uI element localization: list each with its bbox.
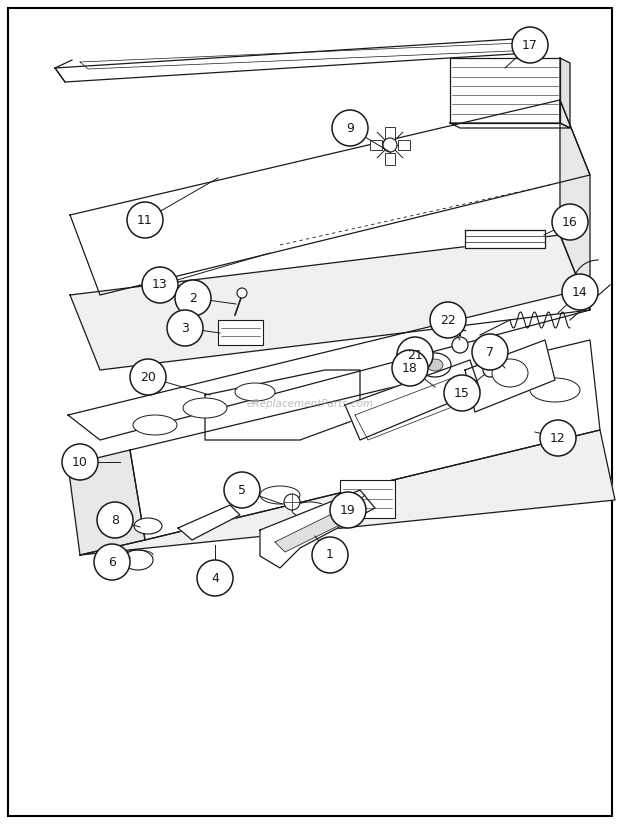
Text: 5: 5 bbox=[238, 484, 246, 497]
Ellipse shape bbox=[183, 398, 227, 418]
Ellipse shape bbox=[419, 353, 451, 377]
Text: 2: 2 bbox=[189, 292, 197, 305]
Polygon shape bbox=[178, 505, 240, 540]
Circle shape bbox=[284, 494, 300, 510]
Text: 11: 11 bbox=[137, 213, 153, 227]
Bar bbox=[385, 153, 395, 165]
Circle shape bbox=[167, 310, 203, 346]
Polygon shape bbox=[130, 340, 600, 540]
Text: 8: 8 bbox=[111, 513, 119, 527]
Circle shape bbox=[330, 492, 366, 528]
Circle shape bbox=[483, 363, 497, 377]
Circle shape bbox=[552, 204, 588, 240]
Polygon shape bbox=[70, 235, 590, 370]
Circle shape bbox=[562, 274, 598, 310]
Circle shape bbox=[127, 202, 163, 238]
Text: 12: 12 bbox=[550, 432, 566, 444]
Text: 22: 22 bbox=[440, 313, 456, 326]
Polygon shape bbox=[560, 100, 590, 310]
Text: 20: 20 bbox=[140, 371, 156, 383]
Ellipse shape bbox=[495, 358, 545, 382]
Circle shape bbox=[94, 544, 130, 580]
Text: 14: 14 bbox=[572, 285, 588, 298]
Circle shape bbox=[392, 350, 428, 386]
Text: 18: 18 bbox=[402, 362, 418, 374]
Circle shape bbox=[175, 280, 211, 316]
Text: 1: 1 bbox=[326, 549, 334, 561]
Bar bbox=[398, 140, 410, 150]
Circle shape bbox=[130, 359, 166, 395]
Circle shape bbox=[472, 334, 508, 370]
Ellipse shape bbox=[123, 550, 153, 570]
Polygon shape bbox=[70, 100, 590, 295]
Text: 15: 15 bbox=[454, 386, 470, 400]
Ellipse shape bbox=[530, 378, 580, 402]
Polygon shape bbox=[345, 360, 480, 440]
Circle shape bbox=[383, 138, 397, 152]
Text: 13: 13 bbox=[152, 279, 168, 292]
Circle shape bbox=[397, 337, 433, 373]
Circle shape bbox=[97, 502, 133, 538]
Circle shape bbox=[452, 337, 468, 353]
Polygon shape bbox=[260, 490, 375, 568]
Ellipse shape bbox=[292, 502, 328, 518]
Polygon shape bbox=[205, 370, 360, 440]
Circle shape bbox=[512, 27, 548, 63]
Polygon shape bbox=[68, 450, 145, 555]
Polygon shape bbox=[465, 230, 545, 248]
Text: 4: 4 bbox=[211, 572, 219, 584]
Ellipse shape bbox=[260, 486, 300, 504]
Bar bbox=[218, 320, 263, 345]
Bar bbox=[340, 480, 395, 518]
Text: eReplacementParts.com: eReplacementParts.com bbox=[246, 399, 374, 409]
Text: 6: 6 bbox=[108, 555, 116, 569]
Circle shape bbox=[237, 288, 247, 298]
Text: 9: 9 bbox=[346, 121, 354, 134]
Circle shape bbox=[62, 444, 98, 480]
Ellipse shape bbox=[492, 359, 528, 387]
Ellipse shape bbox=[134, 518, 162, 534]
Circle shape bbox=[197, 560, 233, 596]
Polygon shape bbox=[275, 510, 350, 552]
Bar bbox=[385, 127, 395, 139]
Circle shape bbox=[332, 110, 368, 146]
Text: 10: 10 bbox=[72, 456, 88, 469]
Circle shape bbox=[540, 420, 576, 456]
Text: 17: 17 bbox=[522, 39, 538, 52]
Ellipse shape bbox=[133, 415, 177, 435]
Polygon shape bbox=[55, 38, 545, 82]
Polygon shape bbox=[450, 123, 570, 128]
Polygon shape bbox=[560, 58, 570, 128]
Circle shape bbox=[224, 472, 260, 508]
Ellipse shape bbox=[235, 383, 275, 401]
Text: 3: 3 bbox=[181, 321, 189, 335]
Text: 19: 19 bbox=[340, 503, 356, 517]
Text: 21: 21 bbox=[407, 349, 423, 362]
Circle shape bbox=[430, 302, 466, 338]
Polygon shape bbox=[68, 290, 590, 440]
Circle shape bbox=[142, 267, 178, 303]
Bar bbox=[450, 58, 560, 123]
Bar bbox=[370, 140, 382, 150]
Polygon shape bbox=[80, 430, 615, 555]
Ellipse shape bbox=[427, 359, 443, 371]
Circle shape bbox=[312, 537, 348, 573]
Text: 16: 16 bbox=[562, 216, 578, 228]
Text: 7: 7 bbox=[486, 345, 494, 358]
Polygon shape bbox=[465, 340, 555, 412]
Circle shape bbox=[444, 375, 480, 411]
